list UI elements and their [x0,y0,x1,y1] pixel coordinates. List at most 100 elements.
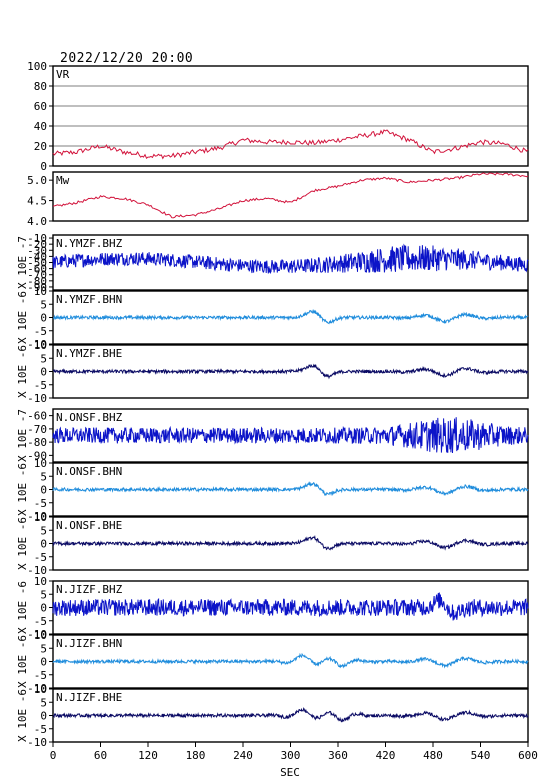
y-tick-label: 5 [40,352,47,365]
y-tick-label: 10 [34,683,47,696]
trace-line [52,480,529,497]
x-axis: 0 60 120 180 240 300 360 420 480 540 600 [50,742,538,762]
trace-label: N.JIZF.BHE [56,691,122,704]
x-axis-label: SEC [280,766,300,779]
trace-line [52,243,529,275]
y-tick-label: -90 [27,449,47,462]
trace-line [52,129,529,160]
y-tick-label: 10 [34,629,47,642]
y-tick-label: -5 [34,379,47,392]
y-tick-label: 10 [34,285,47,298]
trace-label: N.JIZF.BHZ [56,583,123,596]
y-tick-label: -10 [27,736,47,749]
y-tick-label: -60 [27,410,47,423]
trace-label: N.YMZF.BHN [56,293,122,306]
y-tick-label: 0 [40,538,47,551]
y-unit-label: X 10E -6 [16,517,29,570]
y-tick-label: 40 [34,120,47,133]
y-tick-label: 0 [40,710,47,723]
y-tick-label: 100 [27,60,47,73]
trace-line [52,172,529,219]
y-unit-label: X 10E -6 [16,635,29,688]
trace-line [52,363,529,380]
y-tick-label: -10 [27,510,47,523]
y-tick-label: -80 [27,436,47,449]
y-tick-label: 10 [34,575,47,588]
y-tick-label: -5 [34,669,47,682]
y-tick-label: 4.5 [27,195,47,208]
y-tick-label: -20 [27,238,47,251]
trace-label: N.YMZF.BHE [56,347,122,360]
panel-frame [52,171,529,222]
trace-label: N.ONSF.BHN [56,465,122,478]
x-tick-label: 480 [423,749,443,762]
y-tick-label: 60 [34,100,47,113]
y-unit-label: X 10E -6 [16,463,29,516]
y-tick-label: 10 [34,457,47,470]
x-tick-label: 540 [471,749,491,762]
y-tick-label: 0 [40,484,47,497]
y-tick-label: 80 [34,80,47,93]
y-tick-label: 10 [34,339,47,352]
x-tick-label: 60 [94,749,107,762]
y-unit-label: X 10E -7 [16,409,29,462]
x-tick-label: 300 [281,749,301,762]
x-tick-label: 180 [186,749,206,762]
y-tick-label: -5 [34,551,47,564]
y-tick-label: -5 [34,723,47,736]
y-tick-label: -30 [27,244,47,257]
x-tick-label: 360 [328,749,348,762]
x-tick-label: 120 [138,749,158,762]
y-tick-label: -5 [34,497,47,510]
trace-line [52,308,529,325]
trace-line [52,707,529,723]
y-tick-label: 5 [40,298,47,311]
panel-frame [52,65,529,167]
y-tick-label: 4.0 [27,215,47,228]
y-tick-label: -10 [27,392,47,405]
trace-label: N.ONSF.BHE [56,519,122,532]
panel-mw: 5.0 4.5 4.0 Mw [27,171,529,228]
y-unit-label: X 10E -6 [16,291,29,344]
trace-line [52,592,529,621]
y-tick-label: -50 [27,257,47,270]
panel-vr: 100 80 60 40 20 0 VR [27,60,529,173]
y-tick-label: -70 [27,423,47,436]
y-tick-label: 0 [40,366,47,379]
y-unit-label: X 10E -6 [16,345,29,398]
y-unit-label: X 10E -7 [16,236,29,289]
y-tick-label: 5 [40,588,47,601]
trace-line [52,534,529,551]
y-tick-label: -80 [27,275,47,288]
trace-line [52,652,529,669]
x-tick-label: 0 [50,749,57,762]
y-tick-label: 0 [40,160,47,173]
panel-n-ymzf-bhz: -10-20-30-40-50-60-70-80-90X 10E -7 N.YMZ… [16,232,529,294]
y-tick-label: 0 [40,312,47,325]
trace-line [52,417,529,454]
y-tick-label: -60 [27,263,47,276]
y-tick-label: 5 [40,470,47,483]
y-unit-label: X 10E -6 [16,689,29,742]
y-tick-label: -5 [34,325,47,338]
panel-stack: 100806040200VR5.04.54.0Mw-10-20-30-40-50… [16,60,529,749]
trace-label: N.ONSF.BHZ [56,411,123,424]
y-tick-label: -10 [27,338,47,351]
y-tick-label: 5.0 [27,174,47,187]
y-tick-label: 10 [34,511,47,524]
y-tick-label: 5 [40,524,47,537]
panel-n-onsf-bhz: -60-70-80-90X 10E -7 N.ONSF.BHZ [16,408,529,463]
y-tick-label: -10 [27,628,47,641]
trace-label: VR [56,68,70,81]
x-tick-label: 420 [376,749,396,762]
trace-label: N.YMZF.BHZ [56,237,123,250]
y-tick-label: -5 [34,615,47,628]
y-tick-label: -10 [27,564,47,577]
